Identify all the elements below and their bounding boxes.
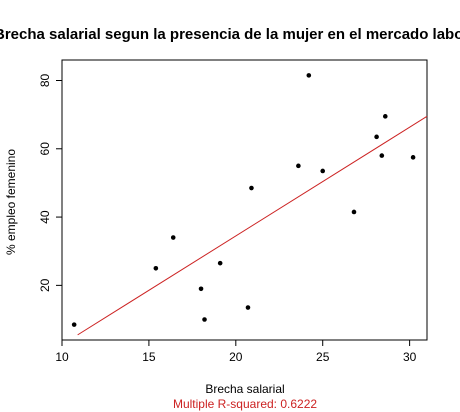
regression-line [77, 115, 428, 336]
y-tick-label: 40 [38, 210, 52, 224]
x-tick-label: 15 [142, 350, 156, 364]
y-tick-label: 60 [38, 142, 52, 156]
data-point [202, 317, 207, 322]
y-axis-label: % empleo femenino [4, 149, 18, 255]
r-squared-annotation: Multiple R-squared: 0.6222 [173, 397, 317, 411]
y-tick-label: 80 [38, 73, 52, 87]
data-point [410, 155, 416, 160]
data-point [217, 260, 223, 266]
x-tick-label: 20 [229, 350, 243, 364]
data-point [320, 168, 326, 174]
x-tick-label: 30 [403, 350, 417, 364]
data-point [153, 265, 159, 271]
x-axis-label: Brecha salarial [205, 382, 284, 396]
x-tick-label: 25 [316, 350, 330, 364]
data-point [374, 134, 379, 140]
data-point [306, 73, 312, 78]
y-tick-label: 20 [38, 278, 52, 292]
chart-title: Brecha salarial segun la presencia de la… [0, 26, 460, 43]
data-point [351, 209, 357, 215]
data-point [198, 286, 204, 292]
data-point [382, 114, 388, 119]
plot-frame [61, 59, 428, 341]
data-point [249, 185, 254, 191]
data-point [296, 163, 301, 169]
data-point [170, 235, 176, 240]
x-tick-label: 10 [55, 350, 69, 364]
data-point [245, 305, 251, 310]
data-point [71, 322, 77, 327]
data-point [379, 153, 385, 158]
plot-area: 10 15 20 25 30 20 40 60 80 [38, 59, 428, 364]
